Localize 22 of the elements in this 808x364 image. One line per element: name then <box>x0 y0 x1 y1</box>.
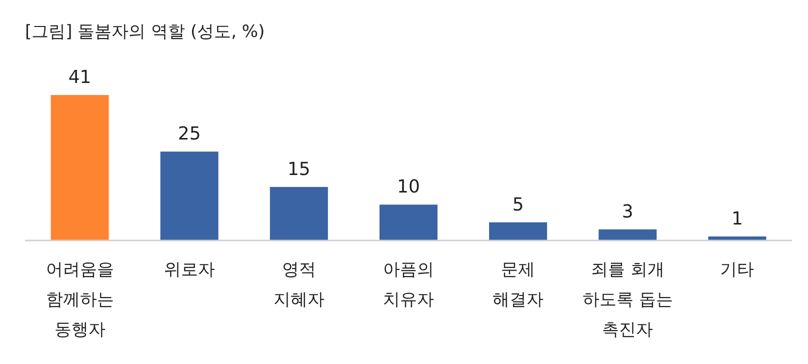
bar <box>489 222 548 240</box>
x-tick-label: 위로자 <box>164 260 215 280</box>
bar <box>270 186 328 240</box>
x-tick-label: 죄를 회개 하도록 돕는 촉진자 <box>582 260 673 340</box>
data-label: 25 <box>178 124 201 145</box>
data-label: 1 <box>731 208 743 230</box>
bar <box>598 229 657 240</box>
data-label: 41 <box>68 67 92 88</box>
data-label: 5 <box>512 194 524 216</box>
data-label: 3 <box>622 201 634 222</box>
x-tick-label: 어려움을 함께하는 동행자 <box>46 260 114 340</box>
data-label: 15 <box>287 158 310 180</box>
x-tick-label: 아픔의 치유자 <box>383 260 434 310</box>
x-tick-label: 기타 <box>720 260 754 280</box>
chart-title: [그림] 돌봄자의 역할 (성도, %) <box>25 22 265 42</box>
x-tick-label: 문제 해결자 <box>492 260 544 310</box>
x-tick-label: 영적 지혜자 <box>273 260 324 310</box>
data-label: 10 <box>397 176 420 198</box>
bar <box>380 204 438 240</box>
bar <box>160 152 218 240</box>
bar <box>50 95 109 240</box>
bar <box>708 236 766 240</box>
